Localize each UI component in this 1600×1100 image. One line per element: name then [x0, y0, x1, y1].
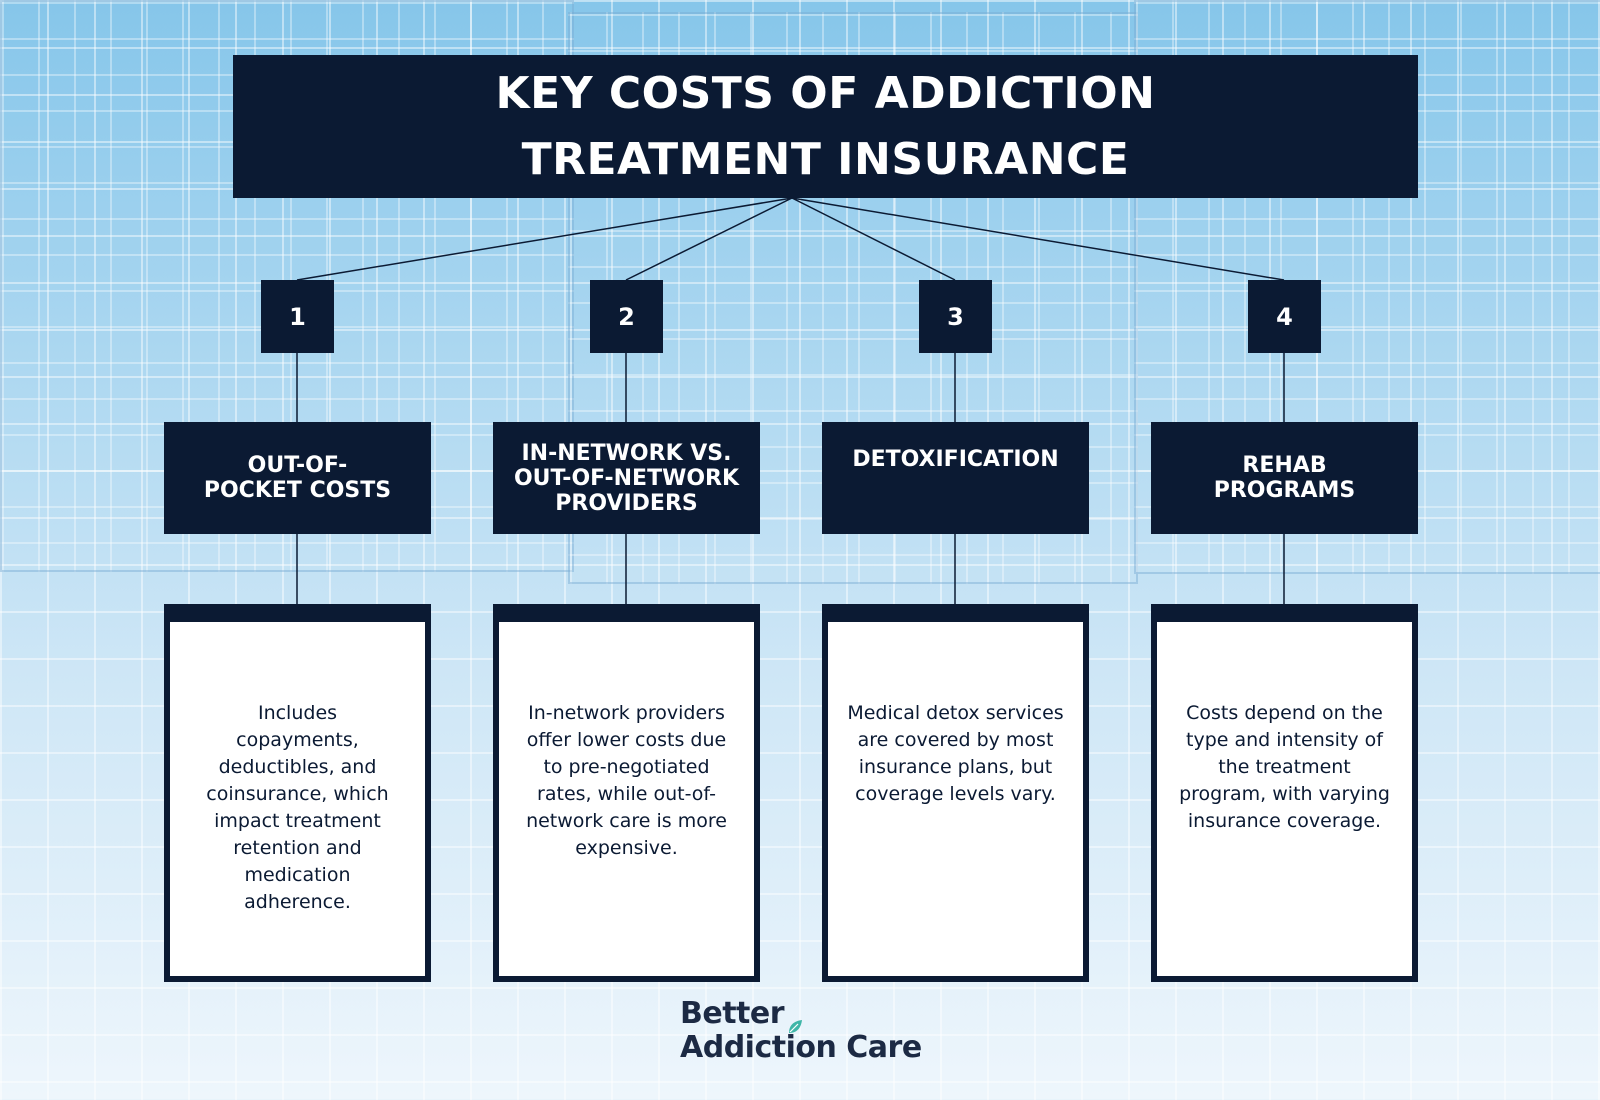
step-number: 1 — [289, 302, 306, 331]
step-description-card: Medical detox services are covered by mo… — [822, 604, 1089, 982]
step-heading: REHAB PROGRAMS — [1213, 453, 1356, 503]
step-description-card: Costs depend on the type and intensity o… — [1151, 604, 1418, 982]
step-heading-box: REHAB PROGRAMS — [1151, 422, 1418, 534]
step-heading-box: OUT-OF- POCKET COSTS — [164, 422, 431, 534]
step-description: In-network providers offer lower costs d… — [526, 702, 727, 859]
step-heading-box: DETOXIFICATION — [822, 422, 1089, 534]
connector-line — [296, 197, 793, 281]
step-heading: OUT-OF- POCKET COSTS — [203, 453, 392, 503]
step-heading: DETOXIFICATION — [852, 447, 1059, 472]
step-number-badge: 4 — [1248, 280, 1321, 353]
step-number-badge: 1 — [261, 280, 334, 353]
step-number: 3 — [947, 302, 964, 331]
leaf-icon — [789, 1020, 802, 1033]
connector-line — [791, 197, 1285, 281]
brand-name-line2: Addiction Care — [680, 1030, 922, 1065]
step-number: 2 — [618, 302, 635, 331]
step-description: Includes copayments, deductibles, and co… — [206, 702, 389, 913]
step-description: Medical detox services are covered by mo… — [847, 702, 1064, 805]
step-heading-box: IN-NETWORK VS. OUT-OF-NETWORK PROVIDERS — [493, 422, 760, 534]
step-description-card: Includes copayments, deductibles, and co… — [164, 604, 431, 982]
step-description: Costs depend on the type and intensity o… — [1179, 702, 1390, 832]
brand-name-line1: Better — [680, 996, 785, 1031]
step-number: 4 — [1276, 302, 1293, 331]
step-number-badge: 2 — [590, 280, 663, 353]
brand-logo: Better Addiction Care — [680, 996, 922, 1066]
step-description-card: In-network providers offer lower costs d… — [493, 604, 760, 982]
page-title: KEY COSTS OF ADDICTION TREATMENT INSURAN… — [495, 67, 1156, 185]
step-heading: IN-NETWORK VS. OUT-OF-NETWORK PROVIDERS — [513, 440, 740, 516]
connector-line — [625, 197, 793, 281]
connector-line — [791, 197, 956, 281]
step-number-badge: 3 — [919, 280, 992, 353]
title-banner: KEY COSTS OF ADDICTION TREATMENT INSURAN… — [233, 55, 1418, 198]
